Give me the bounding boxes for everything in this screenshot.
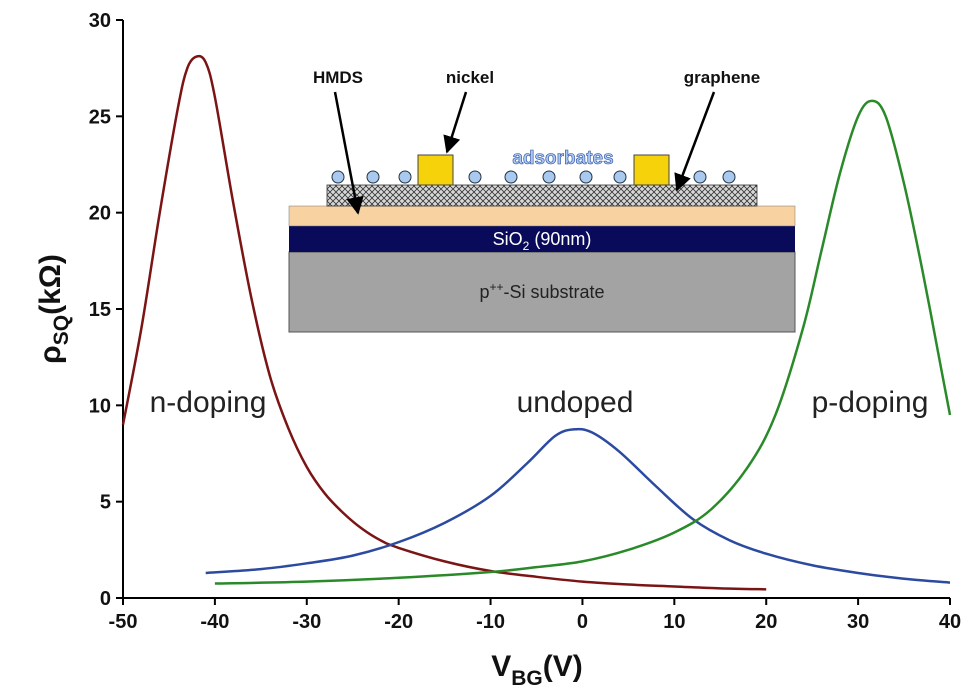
nickel-label: nickel: [446, 68, 494, 87]
nickel-contact: [634, 155, 669, 185]
data-line: [206, 429, 950, 583]
sio2-rest: (90nm): [529, 229, 591, 249]
adsorbate-molecules: [332, 171, 735, 183]
x-tick-label: -10: [476, 611, 505, 633]
y-tick-label: 0: [100, 588, 111, 610]
y-tick-label: 5: [100, 492, 111, 514]
graphene-label: graphene: [684, 68, 761, 87]
x-label-main: V: [491, 650, 511, 683]
x-tick-label: -30: [292, 611, 321, 633]
substrate-rest: -Si substrate: [503, 282, 604, 302]
nickel-arrow: [447, 92, 466, 152]
chart: adsorbates SiO2 (90nm) p++-Si substrate …: [0, 0, 971, 691]
x-tick-label: 40: [939, 611, 961, 633]
y-tick-label: 20: [89, 203, 111, 225]
substrate-main: p: [479, 282, 489, 302]
device-inset: adsorbates SiO2 (90nm) p++-Si substrate …: [289, 68, 795, 332]
sio2-main: SiO: [493, 229, 523, 249]
x-tick-label: -40: [200, 611, 229, 633]
curve-annotation: undoped: [517, 386, 634, 419]
hmds-label: HMDS: [313, 68, 363, 87]
x-tick-label: 20: [755, 611, 777, 633]
curve-annotation: n-doping: [150, 386, 267, 419]
substrate-sup: ++: [489, 280, 503, 294]
y-tick-label: 15: [89, 299, 111, 321]
y-label-sub: SQ: [50, 315, 73, 345]
hmds-layer: [289, 206, 795, 226]
y-tick-label: 25: [89, 106, 111, 128]
x-tick-label: 10: [663, 611, 685, 633]
y-tick-label: 10: [89, 395, 111, 417]
x-label-sub: BG: [511, 667, 543, 690]
y-label-rest: (kΩ): [34, 254, 67, 315]
y-label-main: ρ: [34, 345, 67, 364]
x-tick-label: 30: [847, 611, 869, 633]
page: adsorbates SiO2 (90nm) p++-Si substrate …: [0, 0, 971, 691]
x-tick-label: 0: [577, 611, 588, 633]
y-tick-label: 30: [89, 10, 111, 32]
curve-annotation: p-doping: [812, 386, 929, 419]
adsorbates-label: adsorbates: [512, 148, 613, 169]
x-axis-label: VBG(V): [491, 650, 583, 690]
y-axis-label: ρSQ(kΩ): [34, 254, 73, 364]
x-tick-label: -50: [109, 611, 138, 633]
nickel-contact: [418, 155, 453, 185]
graphene-layer: [327, 185, 757, 206]
x-label-rest: (V): [543, 650, 583, 683]
x-tick-label: -20: [384, 611, 413, 633]
